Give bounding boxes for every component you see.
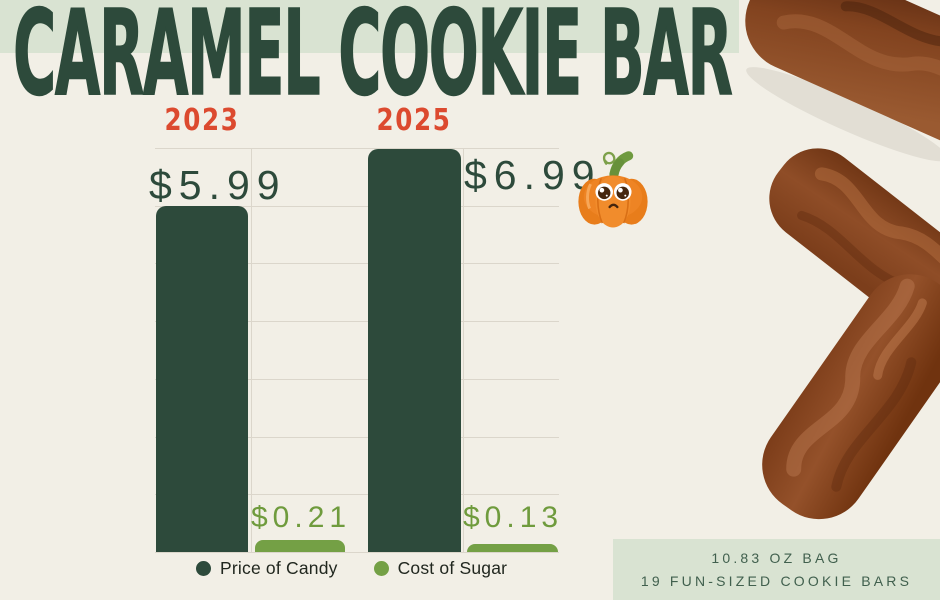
chart-legend: Price of Candy Cost of Sugar: [196, 558, 507, 579]
value-label-sugar-2023: $0.21: [251, 501, 352, 534]
legend-label-sugar: Cost of Sugar: [397, 558, 508, 578]
gridline-6-dollar: [155, 205, 559, 207]
legend-swatch-sugar: [373, 561, 389, 576]
value-label-candy-2025: $6.99: [464, 152, 602, 198]
gridline-2-dollar: [155, 436, 559, 438]
bar-cost-of-sugar-2025: [467, 544, 558, 552]
value-label-sugar-2025: $0.13: [463, 501, 564, 534]
gridline-4-dollar: [155, 321, 559, 323]
legend-swatch-candy: [196, 561, 211, 576]
product-info-box: 10.83 OZ BAG 19 FUN-SIZED COOKIE BARS: [613, 539, 940, 600]
gridline-3-dollar: [155, 378, 559, 380]
legend-item-cost-of-sugar: Cost of Sugar: [373, 558, 508, 579]
vertical-gridline-2023: [251, 148, 252, 552]
bar-price-of-candy-2025: [368, 148, 461, 552]
legend-label-candy: Price of Candy: [220, 558, 338, 578]
category-label-2025: 2025: [376, 103, 452, 138]
legend-item-price-of-candy: Price of Candy: [196, 558, 338, 579]
bar-price-of-candy-2023: [156, 206, 248, 552]
bar-cost-of-sugar-2023: [255, 539, 345, 552]
bar-chart: [155, 148, 559, 553]
category-label-2023: 2023: [164, 103, 240, 138]
bar-count-text: 19 FUN-SIZED COOKIE BARS: [640, 572, 913, 589]
page-title: CARAMEL COOKIE BAR: [13, 0, 734, 122]
value-label-candy-2023: $5.99: [149, 162, 287, 208]
sad-pumpkin-icon: [578, 151, 648, 228]
gridline-0-dollar: [155, 552, 559, 553]
title-banner: [0, 0, 739, 53]
gridline-5-dollar: [155, 263, 559, 265]
chocolate-bars-photo: [745, 0, 940, 520]
vertical-gridline-2025: [462, 148, 464, 552]
gridline-7-dollar: [155, 148, 559, 149]
gridline-1-dollar: [155, 494, 559, 496]
bag-size-text: 10.83 OZ BAG: [711, 550, 842, 567]
